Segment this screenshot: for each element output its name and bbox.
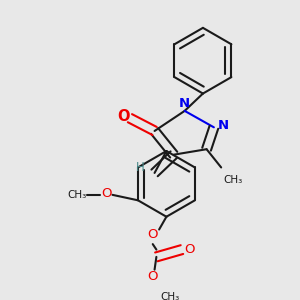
Text: N: N bbox=[218, 119, 229, 132]
Text: H: H bbox=[136, 161, 144, 174]
Text: N: N bbox=[179, 97, 190, 110]
Text: O: O bbox=[117, 109, 130, 124]
Text: O: O bbox=[148, 229, 158, 242]
Text: O: O bbox=[101, 187, 111, 200]
Text: CH₃: CH₃ bbox=[160, 292, 179, 300]
Text: CH₃: CH₃ bbox=[223, 175, 242, 185]
Text: CH₃: CH₃ bbox=[68, 190, 87, 200]
Text: O: O bbox=[148, 271, 158, 284]
Text: O: O bbox=[184, 243, 194, 256]
